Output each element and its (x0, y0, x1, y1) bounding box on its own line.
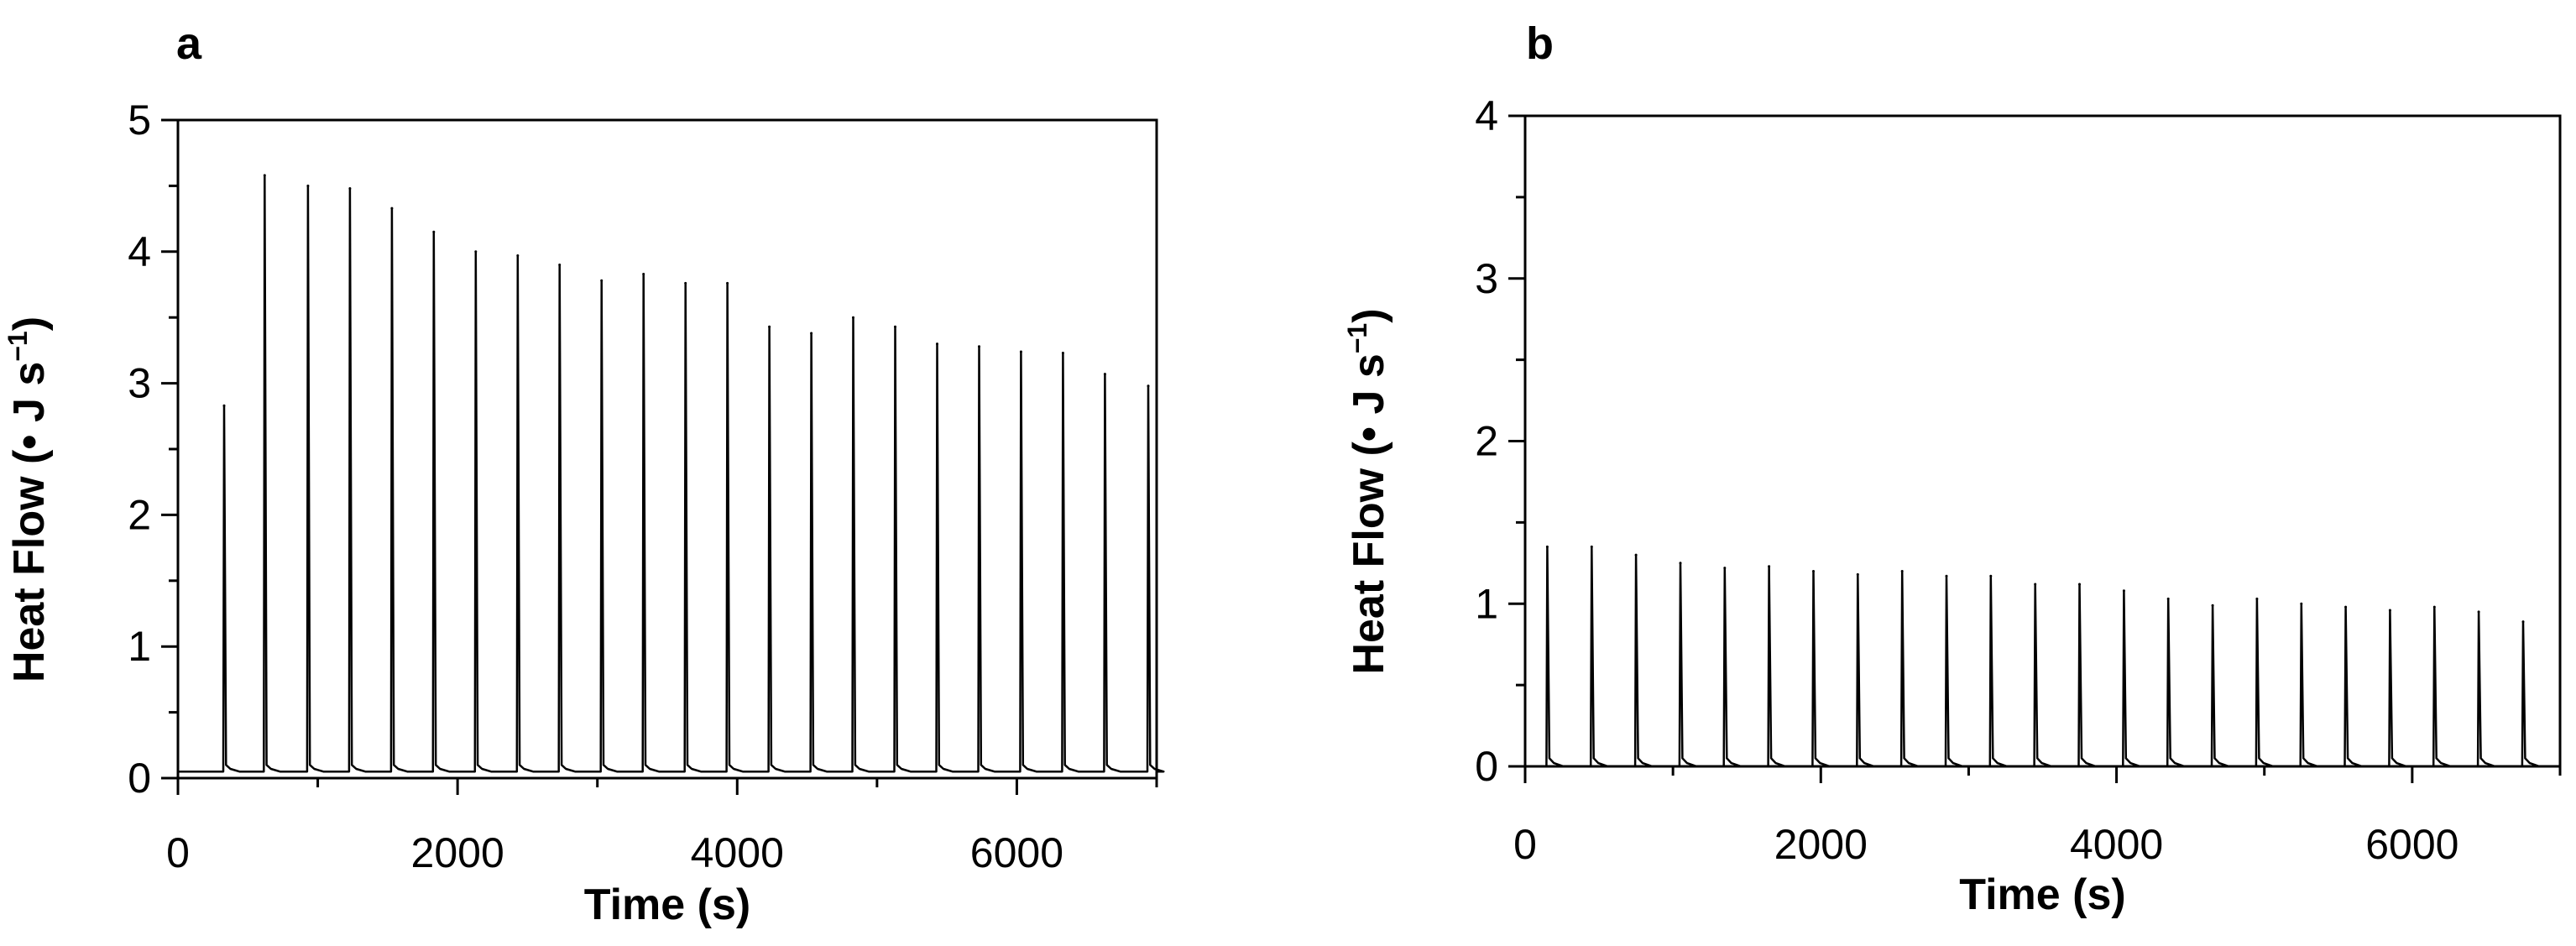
panel-a-peak-point (306, 184, 310, 187)
panel-a-label: a (176, 18, 202, 69)
panel-a-y-tick-label: 4 (128, 228, 151, 275)
panel-a-x-tick-label: 4000 (691, 829, 784, 876)
panel-b-x-tick-label: 4000 (2070, 821, 2163, 868)
panel-b-peak-point (2211, 604, 2214, 607)
panel-b-label: b (1526, 18, 1554, 69)
panel-a-peak-point (936, 342, 938, 346)
panel-a-peak-point (1019, 350, 1022, 353)
panel-b-y-tick-label: 0 (1475, 743, 1498, 790)
panel-a-peak-point (474, 250, 478, 253)
panel-b-peak-point (1634, 553, 1638, 557)
panel-a-peak-point (852, 316, 854, 319)
panel-b-peak-point (2521, 620, 2525, 624)
panel-a-peak-point (516, 254, 520, 257)
panel-a-peak-point (1147, 384, 1150, 388)
panel-b-x-tick-label: 6000 (2365, 821, 2458, 868)
panel-b-y-tick-label: 3 (1475, 255, 1498, 302)
panel-a-x-tick-label: 0 (166, 829, 190, 876)
panel-a-peak-point (1103, 373, 1106, 376)
panel-a-peak-point (894, 325, 896, 328)
panel-a-peak-point (263, 174, 266, 177)
panel-b-peak-point (1812, 570, 1815, 572)
panel-b-peak-point (2388, 609, 2391, 612)
panel-b-peak-point (2344, 605, 2348, 609)
panel-a-peak-point (642, 273, 645, 275)
panel-a-y-tick-label: 3 (128, 360, 151, 407)
panel-a-y-tick-label: 5 (128, 97, 151, 144)
panel-a-heat-flow-trace (178, 174, 1165, 773)
panel-a-peak-point (810, 332, 813, 335)
panel-a-peak-point (1061, 352, 1064, 354)
panel-b-peak-point (1768, 565, 1771, 568)
panel-b-peak-point (1679, 562, 1682, 565)
panel-b-x-tick-label: 2000 (1774, 821, 1868, 868)
panel-a-y-tick-label: 2 (128, 491, 151, 538)
panel-b-peak-point (1900, 570, 1904, 572)
panel-a-peak-point (726, 281, 729, 285)
panel-b-peak-point (1723, 567, 1727, 570)
panel-b-peak-point (1545, 545, 1549, 548)
panel-b-x-axis-title: Time (s) (1959, 870, 2125, 919)
panel-a-peak-point (348, 187, 352, 190)
panel-b-peak-point (2034, 583, 2037, 586)
panel-b-peak-point (1856, 572, 1859, 576)
panel-a-peak-point (222, 404, 226, 407)
panel-a-x-tick-label: 6000 (970, 829, 1063, 876)
panel-a-y-tick-label: 0 (128, 755, 151, 802)
panel-a-y-tick-label: 1 (128, 623, 151, 670)
panel-b-peak-point (1945, 574, 1948, 578)
panel-b-peak-point (2122, 589, 2125, 593)
panel-a-peak-point (390, 206, 394, 210)
panel-a-peak-point (768, 325, 771, 328)
panel-a-x-axis-title: Time (s) (584, 881, 750, 929)
panel-b-peak-point (2166, 597, 2170, 600)
panel-b-y-tick-label: 4 (1475, 92, 1498, 139)
panel-a-peak-point (432, 230, 436, 233)
panel-b-peak-point (2432, 605, 2436, 609)
panel-b-heat-flow-trace (1525, 546, 2560, 768)
panel-b-y-axis-title: Heat Flow (• J s−1) (1342, 308, 1393, 674)
panel-a-y-axis-title: Heat Flow (• J s−1) (3, 316, 54, 682)
panel-b-peak-point (1590, 545, 1593, 548)
panel-a-plot-frame (176, 118, 1158, 780)
panel-b-peak-point (1989, 574, 1993, 578)
panel-b-peak-point (2477, 610, 2480, 614)
panel-b-peak-point (2255, 597, 2259, 600)
panel-a-x-tick-label: 2000 (411, 829, 504, 876)
panel-b-peak-point (2078, 583, 2081, 586)
panel-b-x-tick-label: 0 (1513, 821, 1537, 868)
panel-b-y-tick-label: 1 (1475, 580, 1498, 627)
panel-a-peak-point (600, 279, 604, 282)
panel-a-peak-point (558, 264, 562, 266)
panel-a-peak-point (978, 345, 980, 348)
panel-b-y-tick-label: 2 (1475, 418, 1498, 465)
panel-a-peak-point (684, 281, 687, 285)
panel-b: b 0 2000 4000 6000 0 1 2 3 4 Time (s) Heat Flow (•… (1342, 18, 2562, 919)
panel-b-peak-point (2300, 602, 2303, 605)
panel-a: a 0 2000 4000 6000 0 1 2 3 4 5 Time (s) Heat Flow (… (3, 18, 1165, 929)
